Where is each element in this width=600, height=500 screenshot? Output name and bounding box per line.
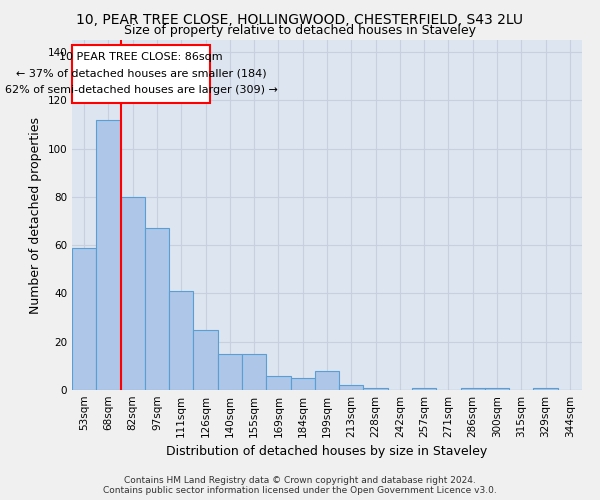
FancyBboxPatch shape bbox=[72, 45, 211, 103]
Bar bbox=[315, 370, 339, 390]
Bar bbox=[339, 385, 364, 390]
Bar bbox=[218, 354, 242, 390]
Text: Contains HM Land Registry data © Crown copyright and database right 2024.
Contai: Contains HM Land Registry data © Crown c… bbox=[103, 476, 497, 495]
Bar bbox=[364, 388, 388, 390]
Text: 62% of semi-detached houses are larger (309) →: 62% of semi-detached houses are larger (… bbox=[5, 85, 278, 95]
Bar bbox=[145, 228, 169, 390]
Bar bbox=[485, 388, 509, 390]
Bar bbox=[96, 120, 121, 390]
Bar bbox=[193, 330, 218, 390]
Bar bbox=[266, 376, 290, 390]
Text: 10 PEAR TREE CLOSE: 86sqm: 10 PEAR TREE CLOSE: 86sqm bbox=[59, 52, 223, 62]
Bar bbox=[242, 354, 266, 390]
Bar bbox=[169, 291, 193, 390]
Text: ← 37% of detached houses are smaller (184): ← 37% of detached houses are smaller (18… bbox=[16, 68, 266, 78]
Bar bbox=[72, 248, 96, 390]
Bar bbox=[121, 197, 145, 390]
Text: 10, PEAR TREE CLOSE, HOLLINGWOOD, CHESTERFIELD, S43 2LU: 10, PEAR TREE CLOSE, HOLLINGWOOD, CHESTE… bbox=[77, 12, 523, 26]
Text: Size of property relative to detached houses in Staveley: Size of property relative to detached ho… bbox=[124, 24, 476, 37]
Bar bbox=[533, 388, 558, 390]
Bar bbox=[290, 378, 315, 390]
Y-axis label: Number of detached properties: Number of detached properties bbox=[29, 116, 42, 314]
Bar bbox=[461, 388, 485, 390]
X-axis label: Distribution of detached houses by size in Staveley: Distribution of detached houses by size … bbox=[166, 446, 488, 458]
Bar bbox=[412, 388, 436, 390]
